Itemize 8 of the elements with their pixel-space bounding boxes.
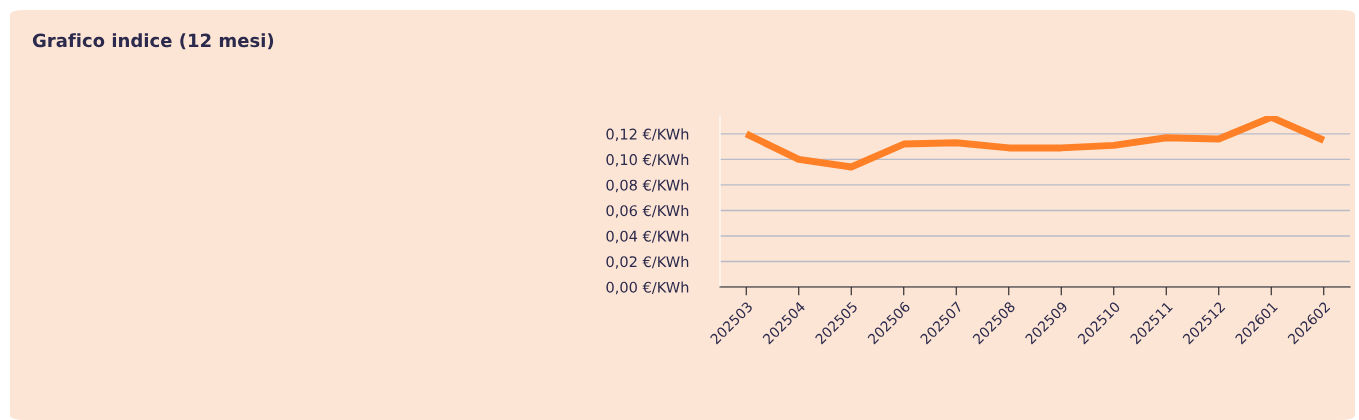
- y-tick-label: 0,06 €/KWh: [606, 204, 689, 218]
- y-tick-label: 0,00 €/KWh: [606, 281, 689, 295]
- y-tick-label: 0,12 €/KWh: [606, 128, 689, 142]
- y-tick-label: 0,04 €/KWh: [606, 230, 689, 244]
- text: Grafico indice (12 mesi): [32, 33, 274, 50]
- y-tick-label: 0,02 €/KWh: [606, 255, 689, 269]
- y-tick-label: 0,10 €/KWh: [606, 153, 689, 167]
- y-tick-label: 0,08 €/KWh: [606, 179, 689, 193]
